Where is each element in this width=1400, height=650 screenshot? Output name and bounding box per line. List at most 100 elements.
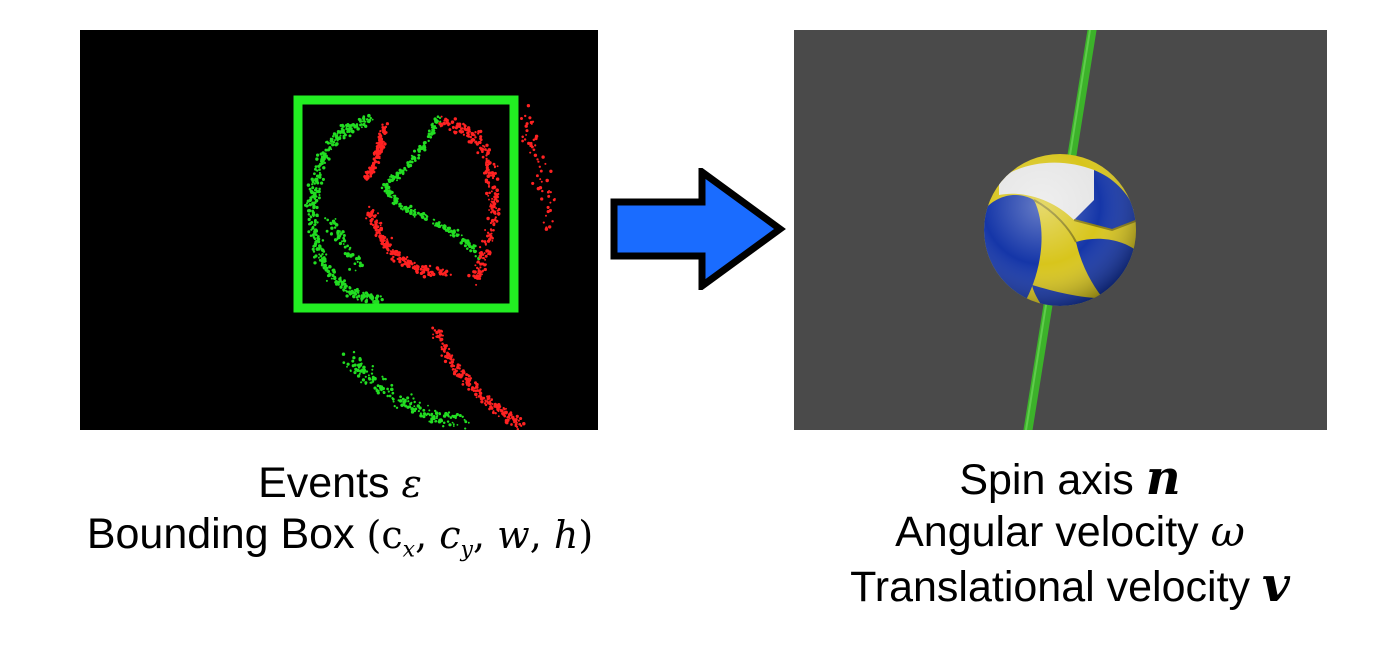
event-dot <box>393 200 397 203</box>
event-dot <box>469 135 472 139</box>
event-dot <box>393 196 397 200</box>
event-dot <box>340 281 343 284</box>
event-dot <box>416 404 421 408</box>
event-dot <box>504 418 508 422</box>
event-dot <box>307 213 311 216</box>
event-dot <box>353 363 357 367</box>
event-dot <box>351 359 355 363</box>
event-dot <box>452 358 455 361</box>
event-dot <box>476 266 479 270</box>
event-dot <box>360 126 363 129</box>
event-dot <box>482 257 486 260</box>
event-dot <box>487 395 491 398</box>
event-dot <box>361 120 364 123</box>
event-dot <box>341 123 344 127</box>
event-dot <box>446 356 450 360</box>
event-dot <box>385 122 390 126</box>
event-dot <box>391 397 395 401</box>
event-dot <box>484 258 487 261</box>
event-dot <box>410 410 415 414</box>
event-dot <box>306 183 311 187</box>
event-dot <box>393 404 396 408</box>
event-dot <box>387 178 390 181</box>
event-dot <box>535 174 539 178</box>
event-dot <box>412 149 417 153</box>
event-dot <box>354 269 357 272</box>
event-dot <box>527 141 531 146</box>
event-dot <box>320 161 324 165</box>
event-dot <box>330 277 333 280</box>
event-dot <box>410 393 413 396</box>
event-dot <box>501 412 506 416</box>
event-dot <box>418 401 421 404</box>
event-dot <box>331 268 336 272</box>
event-dot <box>471 131 474 135</box>
event-dot <box>390 252 394 255</box>
event-dot <box>474 131 477 134</box>
event-dot <box>430 412 434 416</box>
event-dot <box>430 414 433 417</box>
event-dot <box>386 184 389 187</box>
event-dot <box>444 346 447 350</box>
event-dot <box>305 202 309 205</box>
event-dot <box>486 234 489 238</box>
event-dot <box>328 270 330 273</box>
event-dot <box>493 402 497 406</box>
event-dot <box>464 240 469 244</box>
event-dot <box>315 213 319 218</box>
event-dot <box>539 178 542 181</box>
event-dot <box>492 200 495 203</box>
event-dot <box>339 285 343 289</box>
event-dot <box>310 228 313 231</box>
event-dot <box>492 162 496 166</box>
event-dot <box>407 400 410 403</box>
event-dot <box>306 199 310 203</box>
event-dot <box>314 223 317 226</box>
event-dot <box>523 138 527 141</box>
event-dot <box>369 219 373 223</box>
event-dot <box>497 403 500 406</box>
event-dot <box>417 410 420 413</box>
event-dot <box>373 386 377 390</box>
event-dot <box>539 169 543 173</box>
event-dot <box>451 363 454 367</box>
event-dot <box>435 335 438 338</box>
event-dot <box>384 186 388 189</box>
event-dot <box>391 201 395 205</box>
event-dot <box>410 157 414 161</box>
event-dot <box>390 196 393 199</box>
event-scatter <box>293 95 556 430</box>
event-dot <box>449 416 453 419</box>
event-dot <box>321 177 325 181</box>
event-dot <box>350 291 353 295</box>
event-dot <box>422 274 427 279</box>
event-dot <box>348 267 352 271</box>
event-dot <box>464 427 467 430</box>
event-dot <box>455 413 459 417</box>
event-dot <box>392 255 395 259</box>
event-dot <box>370 372 374 375</box>
event-dot <box>442 425 445 428</box>
event-dot <box>349 246 352 250</box>
event-dot <box>356 127 360 131</box>
event-dot <box>351 131 354 134</box>
event-dot <box>390 383 394 387</box>
event-dot <box>487 253 490 256</box>
event-dot <box>462 380 465 383</box>
event-dot <box>546 190 550 194</box>
event-dot <box>471 386 475 390</box>
event-dot <box>377 149 381 153</box>
event-dot <box>546 210 550 214</box>
event-dot <box>420 146 424 150</box>
spin-axis-label: Spin axis <box>959 456 1134 504</box>
event-dot <box>422 408 426 412</box>
event-dot <box>374 220 378 224</box>
event-dot <box>315 178 319 183</box>
event-dot <box>321 253 324 256</box>
event-dot <box>342 234 346 237</box>
event-dot <box>532 148 536 152</box>
event-dot <box>371 375 375 379</box>
event-dot <box>372 157 376 161</box>
event-dot <box>491 220 494 223</box>
event-dot <box>513 419 516 422</box>
